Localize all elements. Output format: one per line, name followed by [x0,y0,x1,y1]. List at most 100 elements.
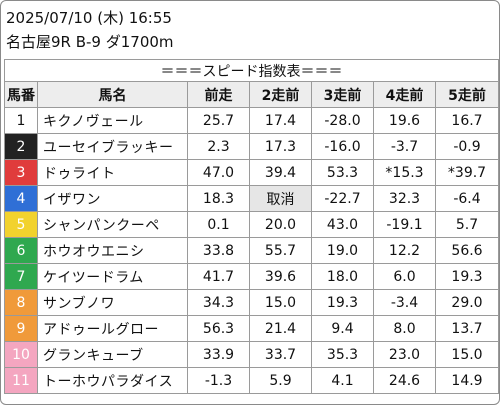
last-race-cell: 47.0 [187,159,250,186]
race-info: 名古屋9R B-9 ダ1700m [6,33,174,51]
last-race-cell: 25.7 [187,107,250,134]
3-races-ago-cell: 9.4 [311,315,374,342]
5-races-ago-cell: *39.7 [434,159,500,186]
horse-number-cell: 2 [4,133,38,160]
5-races-ago-cell: 16.7 [434,107,500,134]
5-races-ago-cell: 14.9 [434,367,500,394]
4-races-ago-cell: 32.3 [373,185,436,212]
last-race-cell: 0.1 [187,211,250,238]
race-datetime: 2025/07/10 (木) 16:55 [6,9,172,27]
5-races-ago-cell: 13.7 [434,315,500,342]
last-race-cell: 34.3 [187,289,250,316]
header-last-race: 前走 [187,81,250,108]
2-races-ago-cell: 33.7 [249,341,312,368]
2-races-ago-cell: 39.4 [249,159,312,186]
table-row: 11 トーホウパラダイス -1.3 5.9 4.1 24.6 14.9 [4,367,500,394]
speed-index-table: ＝＝＝スピード指数表＝＝＝ 馬番 馬名 前走 2走前 3走前 4走前 5走前 1… [3,59,500,394]
2-races-ago-cell: 取消 [249,185,312,212]
2-races-ago-cell: 5.9 [249,367,312,394]
horse-number-cell: 10 [4,341,38,368]
5-races-ago-cell: 5.7 [434,211,500,238]
4-races-ago-cell: 8.0 [373,315,436,342]
2-races-ago-cell: 39.6 [249,263,312,290]
5-races-ago-cell: 29.0 [434,289,500,316]
horse-name-cell: ドゥライト [37,159,188,186]
4-races-ago-cell: -3.7 [373,133,436,160]
2-races-ago-cell: 17.4 [249,107,312,134]
header-5-races-ago: 5走前 [434,81,500,108]
horse-name-cell: グランキューブ [37,341,188,368]
horse-name-cell: シャンパンクーペ [37,211,188,238]
horse-number-cell: 6 [4,237,38,264]
4-races-ago-cell: 23.0 [373,341,436,368]
last-race-cell: 56.3 [187,315,250,342]
horse-number-cell: 8 [4,289,38,316]
last-race-cell: 33.8 [187,237,250,264]
4-races-ago-cell: 6.0 [373,263,436,290]
3-races-ago-cell: 4.1 [311,367,374,394]
3-races-ago-cell: -22.7 [311,185,374,212]
3-races-ago-cell: 43.0 [311,211,374,238]
5-races-ago-cell: -6.4 [434,185,500,212]
last-race-cell: -1.3 [187,367,250,394]
horse-name-cell: キクノヴェール [37,107,188,134]
table-row: 4 イザワン 18.3 取消 -22.7 32.3 -6.4 [4,185,500,212]
3-races-ago-cell: 18.0 [311,263,374,290]
header-2-races-ago: 2走前 [249,81,312,108]
header-horse-number: 馬番 [4,81,38,108]
table-row: 8 サンブノワ 34.3 15.0 19.3 -3.4 29.0 [4,289,500,316]
3-races-ago-cell: 19.3 [311,289,374,316]
2-races-ago-cell: 55.7 [249,237,312,264]
horse-number-cell: 1 [4,107,38,134]
table-title: ＝＝＝スピード指数表＝＝＝ [3,59,500,82]
horse-number-cell: 5 [4,211,38,238]
header-3-races-ago: 3走前 [311,81,374,108]
horse-name-cell: サンブノワ [37,289,188,316]
table-header-row: 馬番 馬名 前走 2走前 3走前 4走前 5走前 [4,81,500,108]
horse-name-cell: アドゥールグロー [37,315,188,342]
5-races-ago-cell: 56.6 [434,237,500,264]
horse-number-cell: 9 [4,315,38,342]
4-races-ago-cell: 19.6 [373,107,436,134]
4-races-ago-cell: 12.2 [373,237,436,264]
3-races-ago-cell: -16.0 [311,133,374,160]
4-races-ago-cell: 24.6 [373,367,436,394]
2-races-ago-cell: 17.3 [249,133,312,160]
horse-name-cell: イザワン [37,185,188,212]
3-races-ago-cell: 35.3 [311,341,374,368]
horse-name-cell: ユーセイブラッキー [37,133,188,160]
header-horse-name: 馬名 [37,81,188,108]
table-row: 7 ケイツードラム 41.7 39.6 18.0 6.0 19.3 [4,263,500,290]
4-races-ago-cell: -19.1 [373,211,436,238]
table-row: 5 シャンパンクーペ 0.1 20.0 43.0 -19.1 5.7 [4,211,500,238]
header-4-races-ago: 4走前 [373,81,436,108]
horse-number-cell: 11 [4,367,38,394]
horse-name-cell: ホウオウエニシ [37,237,188,264]
table-row: 9 アドゥールグロー 56.3 21.4 9.4 8.0 13.7 [4,315,500,342]
horse-name-cell: トーホウパラダイス [37,367,188,394]
4-races-ago-cell: -3.4 [373,289,436,316]
5-races-ago-cell: -0.9 [434,133,500,160]
2-races-ago-cell: 21.4 [249,315,312,342]
5-races-ago-cell: 19.3 [434,263,500,290]
last-race-cell: 2.3 [187,133,250,160]
table-row: 3 ドゥライト 47.0 39.4 53.3 *15.3 *39.7 [4,159,500,186]
3-races-ago-cell: 53.3 [311,159,374,186]
5-races-ago-cell: 15.0 [434,341,500,368]
2-races-ago-cell: 20.0 [249,211,312,238]
2-races-ago-cell: 15.0 [249,289,312,316]
horse-number-cell: 4 [4,185,38,212]
horse-number-cell: 7 [4,263,38,290]
horse-number-cell: 3 [4,159,38,186]
table-title-row: ＝＝＝スピード指数表＝＝＝ [3,59,500,82]
table-row: 10 グランキューブ 33.9 33.7 35.3 23.0 15.0 [4,341,500,368]
3-races-ago-cell: 19.0 [311,237,374,264]
3-races-ago-cell: -28.0 [311,107,374,134]
last-race-cell: 33.9 [187,341,250,368]
4-races-ago-cell: *15.3 [373,159,436,186]
table-row: 2 ユーセイブラッキー 2.3 17.3 -16.0 -3.7 -0.9 [4,133,500,160]
last-race-cell: 18.3 [187,185,250,212]
table-row: 6 ホウオウエニシ 33.8 55.7 19.0 12.2 56.6 [4,237,500,264]
last-race-cell: 41.7 [187,263,250,290]
